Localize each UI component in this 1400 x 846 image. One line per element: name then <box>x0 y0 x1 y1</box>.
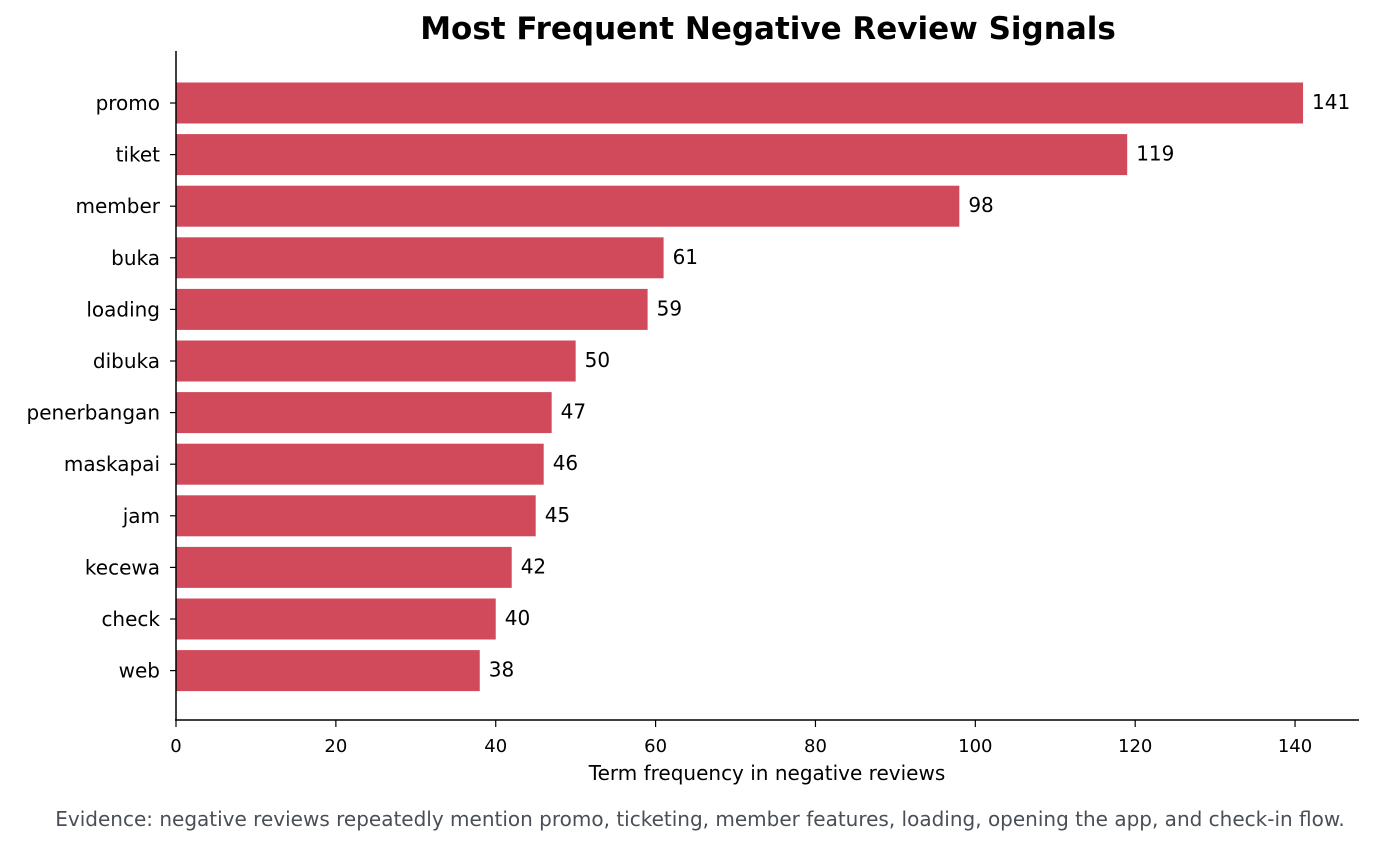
value-label-dibuka: 50 <box>585 348 610 372</box>
bars-layer <box>176 82 1304 692</box>
value-label-kecewa: 42 <box>521 554 546 578</box>
value-label-buka: 61 <box>673 245 698 269</box>
value-label-penerbangan: 47 <box>561 400 586 424</box>
category-labels: promo tiket member buka loading dibuka penerba… <box>27 91 176 683</box>
value-label-promo: 141 <box>1312 90 1350 114</box>
value-label-maskapai: 46 <box>553 451 578 475</box>
bar-loading <box>176 288 648 330</box>
category-label-check: check <box>101 607 160 631</box>
x-tick-label-100: 100 <box>958 736 992 757</box>
chart-title: Most Frequent Negative Review Signals <box>420 11 1116 47</box>
x-tick-label-120: 120 <box>1118 736 1152 757</box>
bar-tiket <box>176 134 1128 176</box>
bar-maskapai <box>176 443 544 485</box>
evidence-caption: Evidence: negative reviews repeatedly me… <box>55 807 1345 831</box>
bar-jam <box>176 495 536 537</box>
category-label-dibuka: dibuka <box>93 349 160 373</box>
value-label-loading: 59 <box>657 296 682 320</box>
x-tick-label-0: 0 <box>170 736 181 757</box>
value-label-jam: 45 <box>545 503 570 527</box>
category-label-loading: loading <box>86 297 160 321</box>
category-label-jam: jam <box>122 504 160 528</box>
bar-promo <box>176 82 1304 124</box>
category-label-web: web <box>119 659 160 683</box>
value-label-member: 98 <box>968 193 993 217</box>
category-label-tiket: tiket <box>116 143 161 167</box>
bar-dibuka <box>176 340 576 382</box>
x-tick-label-80: 80 <box>804 736 827 757</box>
value-label-check: 40 <box>505 606 530 630</box>
category-label-promo: promo <box>96 91 160 115</box>
value-labels: 141 119 98 61 59 50 47 46 45 42 40 38 <box>489 90 1350 682</box>
x-tick-label-20: 20 <box>324 736 347 757</box>
x-tick-label-140: 140 <box>1278 736 1312 757</box>
category-label-member: member <box>76 194 161 218</box>
bar-check <box>176 598 496 640</box>
x-tick-label-40: 40 <box>484 736 507 757</box>
bar-penerbangan <box>176 392 552 434</box>
bar-web <box>176 650 480 692</box>
bar-buka <box>176 237 664 279</box>
category-label-penerbangan: penerbangan <box>27 401 160 425</box>
x-axis-label: Term frequency in negative reviews <box>588 761 945 785</box>
bar-kecewa <box>176 546 512 588</box>
category-label-kecewa: kecewa <box>85 555 160 579</box>
x-axis-ticks: 0 20 40 60 80 100 120 140 <box>170 720 1312 757</box>
value-label-web: 38 <box>489 658 514 682</box>
value-label-tiket: 119 <box>1136 142 1174 166</box>
x-tick-label-60: 60 <box>644 736 667 757</box>
category-label-maskapai: maskapai <box>64 452 160 476</box>
bar-member <box>176 185 960 227</box>
category-label-buka: buka <box>111 246 160 270</box>
